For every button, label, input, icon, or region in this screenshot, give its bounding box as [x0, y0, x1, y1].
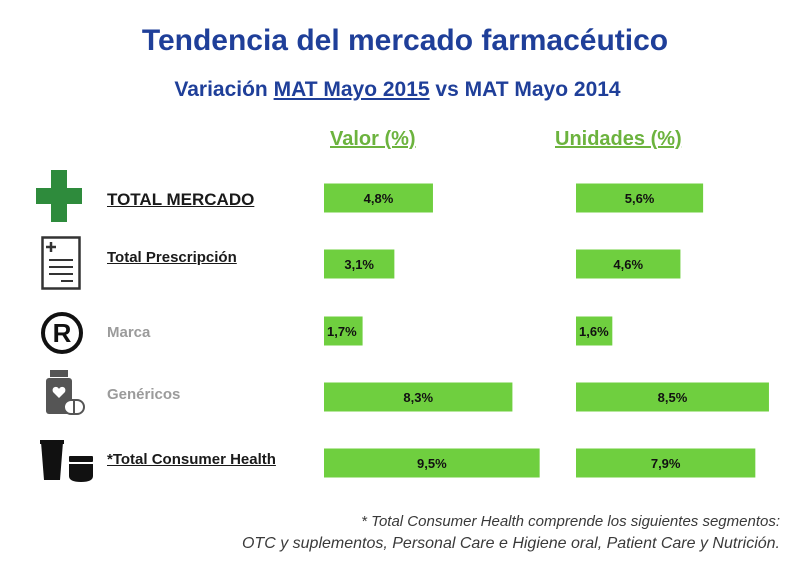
data-label-unidades-total-prescripcion: 4,6%: [613, 257, 643, 272]
footnote-line-1: * Total Consumer Health comprende los si…: [361, 513, 780, 530]
data-label-unidades-total-consumer-health: 7,9%: [651, 456, 681, 471]
data-label-valor-genericos: 8,3%: [403, 390, 433, 405]
prescription-document-icon: [41, 236, 81, 290]
category-label-total-mercado: TOTAL MERCADO: [107, 190, 255, 209]
bar-unidades-genericos: [576, 382, 769, 412]
green-cross-icon: [36, 170, 82, 222]
data-label-unidades-genericos: 8,5%: [658, 390, 688, 405]
data-label-unidades-total-mercado: 5,6%: [625, 191, 655, 206]
data-label-valor-total-consumer-health: 9,5%: [417, 456, 447, 471]
column-header-valor: Valor (%): [330, 128, 416, 150]
registered-trademark-icon: R: [41, 312, 83, 354]
bar-unidades-total-prescripcion: [576, 249, 681, 279]
data-label-valor-total-prescripcion: 3,1%: [344, 257, 374, 272]
page-title: Tendencia del mercado farmacéutico: [141, 24, 669, 57]
category-label-total-consumer-health: *Total Consumer Health: [107, 451, 276, 468]
data-label-unidades-marca: 1,6%: [579, 324, 609, 339]
bar-unidades-total-mercado: [576, 183, 704, 213]
footnote-line-2: OTC y suplementos, Personal Care e Higie…: [241, 535, 780, 552]
bar-valor-genericos: [324, 382, 513, 412]
svg-text:R: R: [53, 318, 72, 348]
subtitle-underlined: MAT Mayo 2015: [273, 78, 430, 101]
bar-unidades-marca: [576, 316, 613, 346]
bar-unidades-total-consumer-health: [576, 448, 756, 478]
page-subtitle: Variación MAT Mayo 2015 vs MAT Mayo 2014: [0, 78, 795, 102]
bar-valor-total-consumer-health: [324, 448, 540, 478]
data-label-valor-total-mercado: 4,8%: [364, 191, 394, 206]
subtitle-prefix: Variación: [174, 78, 274, 101]
subtitle-suffix: vs MAT Mayo 2014: [429, 78, 621, 101]
bar-valor-total-prescripcion: [324, 249, 395, 279]
category-label-total-prescripcion: Total Prescripción: [107, 249, 237, 266]
data-label-valor-marca: 1,7%: [327, 324, 357, 339]
column-header-unidades: Unidades (%): [555, 128, 682, 150]
cosmetics-icon: [40, 440, 93, 482]
bar-valor-total-mercado: [324, 183, 433, 213]
category-label-marca: Marca: [107, 324, 151, 341]
category-label-genericos: Genéricos: [107, 386, 181, 403]
bar-valor-marca: [324, 316, 363, 346]
generic-medicine-icon: [46, 370, 85, 415]
